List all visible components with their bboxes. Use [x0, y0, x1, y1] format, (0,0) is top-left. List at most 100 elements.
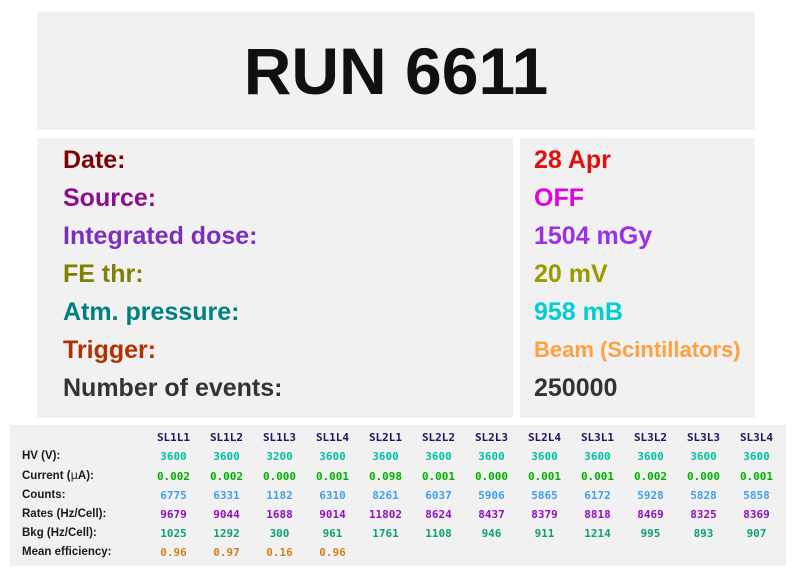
table-cell: 8325 — [690, 508, 717, 521]
table-column-header: SL3L4 — [739, 431, 774, 444]
table-cell: 0.96 — [160, 546, 187, 559]
table-cell: 0.002 — [156, 469, 191, 483]
table-cell: 0.001 — [580, 469, 615, 483]
table-head: SL1L1 SL1L2 SL1L3 SL1L4 SL2L1 SL2L2 SL2L3 SL2L4… — [22, 428, 783, 447]
run-statistics-table: SL1L1 SL1L2 SL1L3 SL1L4 SL2L1 SL2L2 SL2L3 SL2L4… — [22, 428, 783, 562]
table-cell: 3600 — [743, 450, 770, 463]
table-cell: 6172 — [584, 489, 611, 502]
table-cell: 0.098 — [368, 469, 403, 483]
info-label: Date: — [63, 146, 126, 174]
table-row: Current (μA): 0.002 0.002 0.000 0.001 0.098 0.… — [22, 466, 783, 486]
table-cell: 5928 — [637, 489, 664, 502]
table-row: Rates (Hz/Cell): 9679 9044 1688 9014 11802 862… — [22, 505, 783, 524]
table-header-row: SL1L1 SL1L2 SL1L3 SL1L4 SL2L1 SL2L2 SL2L3 SL2L4… — [22, 428, 783, 447]
table-cell: 6331 — [213, 489, 240, 502]
table-body: HV (V): 3600 3600 3200 3600 3600 3600 3600 3600 3… — [22, 447, 783, 562]
table-cell — [624, 543, 677, 562]
table-cell: 0.001 — [315, 469, 350, 483]
table-cell: 1182 — [266, 489, 293, 502]
info-value: OFF — [534, 184, 584, 212]
table-cell: 3600 — [690, 450, 717, 463]
table-cell: 0.000 — [686, 469, 721, 483]
info-value: 20 mV — [534, 260, 608, 288]
table-cell: 1292 — [213, 527, 240, 540]
table-cell: 9679 — [160, 508, 187, 521]
table-cell: 8624 — [425, 508, 452, 521]
table-column-header: SL2L4 — [527, 431, 562, 444]
table-column-header: SL2L3 — [474, 431, 509, 444]
info-value: 1504 mGy — [534, 222, 653, 250]
table-cell: 893 — [693, 527, 714, 540]
table-cell: 3600 — [637, 450, 664, 463]
info-value: 28 Apr — [534, 146, 611, 174]
table-cell: 911 — [534, 527, 555, 540]
table-cell: 5858 — [743, 489, 770, 502]
table-column-header: SL1L2 — [209, 431, 244, 444]
table-cell — [412, 543, 465, 562]
table-row-header: HV (V): — [22, 450, 61, 462]
table-column-header: SL2L1 — [368, 431, 403, 444]
table-cell: 8469 — [637, 508, 664, 521]
table-cell: 1688 — [266, 508, 293, 521]
info-label: Integrated dose: — [63, 222, 258, 250]
table-corner-cell — [22, 428, 147, 447]
table-cell — [677, 543, 730, 562]
table-cell: 3600 — [160, 450, 187, 463]
table-cell: 3600 — [584, 450, 611, 463]
table-row-header: Rates (Hz/Cell): — [22, 508, 107, 520]
table-cell: 995 — [640, 527, 661, 540]
table-cell: 0.97 — [213, 546, 240, 559]
table-cell: 946 — [481, 527, 502, 540]
info-label: FE thr: — [63, 260, 144, 288]
table-cell: 1761 — [372, 527, 399, 540]
table-cell — [571, 543, 624, 562]
table-column-header: SL3L3 — [686, 431, 721, 444]
table-column-header: SL1L3 — [262, 431, 297, 444]
info-value: Beam (Scintillators) — [534, 337, 741, 362]
table-column-header: SL3L1 — [580, 431, 615, 444]
table-cell: 0.96 — [319, 546, 346, 559]
table-row-header: Current (μA): — [22, 468, 94, 482]
table-cell — [730, 543, 783, 562]
table-row-header: Mean efficiency: — [22, 546, 112, 558]
table-cell: 9044 — [213, 508, 240, 521]
table-cell: 1025 — [160, 527, 187, 540]
table-row: HV (V): 3600 3600 3200 3600 3600 3600 3600 3600 3… — [22, 447, 783, 466]
table-cell: 3600 — [478, 450, 505, 463]
table-cell: 0.001 — [421, 469, 456, 483]
table-cell: 0.002 — [633, 469, 668, 483]
title-panel: RUN 6611 — [37, 12, 755, 130]
table-cell: 11802 — [368, 508, 403, 521]
info-label: Atm. pressure: — [63, 298, 240, 326]
table-cell: 8369 — [743, 508, 770, 521]
table-cell: 0.002 — [209, 469, 244, 483]
table-row: Bkg (Hz/Cell): 1025 1292 300 961 1761 1108 946 9… — [22, 524, 783, 543]
table-cell — [518, 543, 571, 562]
table-cell: 0.16 — [266, 546, 293, 559]
page-title: RUN 6611 — [243, 34, 549, 108]
info-value: 250000 — [534, 374, 618, 402]
info-label: Trigger: — [63, 336, 157, 364]
table-cell: 3600 — [531, 450, 558, 463]
table-cell: 8437 — [478, 508, 505, 521]
table-cell — [359, 543, 412, 562]
info-labels-panel: Date: Source: Integrated dose: FE thr: Atm. … — [37, 138, 513, 418]
table-row-header: Counts: — [22, 489, 66, 501]
info-value-list: 28 Apr OFF 1504 mGy 20 mV 958 mB Beam (Scinti… — [534, 141, 741, 407]
table-cell: 5906 — [478, 489, 505, 502]
table-column-header: SL3L2 — [633, 431, 668, 444]
table-cell: 1108 — [425, 527, 452, 540]
table-cell: 6037 — [425, 489, 452, 502]
table-cell: 5865 — [531, 489, 558, 502]
info-label-list: Date: Source: Integrated dose: FE thr: Atm. … — [63, 141, 282, 407]
table-cell: 8379 — [531, 508, 558, 521]
table-cell: 3600 — [372, 450, 399, 463]
run-statistics-panel: SL1L1 SL1L2 SL1L3 SL1L4 SL2L1 SL2L2 SL2L3 SL2L4… — [10, 425, 786, 566]
table-cell: 3600 — [425, 450, 452, 463]
table-row: Counts: 6775 6331 1182 6310 8261 6037 5906 5865 6… — [22, 486, 783, 505]
table-cell: 961 — [322, 527, 343, 540]
table-cell: 300 — [269, 527, 290, 540]
table-cell: 9014 — [319, 508, 346, 521]
table-cell: 3600 — [319, 450, 346, 463]
table-cell: 8818 — [584, 508, 611, 521]
